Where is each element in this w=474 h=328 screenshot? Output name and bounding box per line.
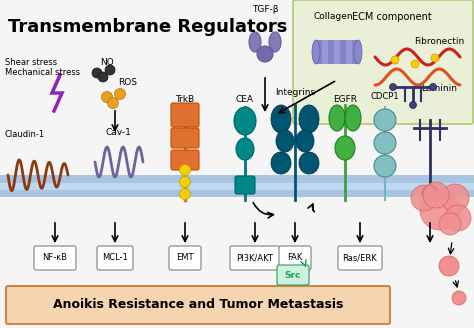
Ellipse shape [296, 130, 314, 152]
Circle shape [92, 68, 102, 78]
Ellipse shape [335, 136, 355, 160]
Text: ROS: ROS [118, 78, 137, 87]
FancyBboxPatch shape [293, 0, 473, 124]
Text: Claudin-1: Claudin-1 [5, 130, 45, 139]
Text: PI3K/AKT: PI3K/AKT [237, 254, 273, 262]
FancyBboxPatch shape [97, 246, 133, 270]
FancyBboxPatch shape [169, 246, 201, 270]
Text: Collagen: Collagen [314, 12, 354, 21]
FancyBboxPatch shape [328, 40, 334, 64]
Text: EGFR: EGFR [333, 95, 357, 104]
FancyBboxPatch shape [171, 103, 199, 127]
Text: CDCP1: CDCP1 [371, 92, 399, 101]
Circle shape [429, 84, 437, 91]
Circle shape [411, 60, 419, 68]
FancyBboxPatch shape [0, 183, 474, 190]
Text: NO: NO [100, 58, 114, 67]
Text: CEA: CEA [236, 95, 254, 104]
Ellipse shape [269, 32, 281, 52]
FancyBboxPatch shape [277, 265, 309, 285]
Ellipse shape [271, 105, 291, 133]
FancyBboxPatch shape [334, 40, 340, 64]
FancyBboxPatch shape [230, 246, 280, 270]
Text: EMT: EMT [176, 254, 194, 262]
Text: ECM component: ECM component [352, 12, 432, 22]
Ellipse shape [374, 155, 396, 177]
Circle shape [105, 65, 115, 75]
Circle shape [439, 213, 461, 235]
Circle shape [391, 56, 399, 64]
Ellipse shape [374, 132, 396, 154]
Ellipse shape [271, 152, 291, 174]
Ellipse shape [374, 109, 396, 131]
FancyBboxPatch shape [322, 40, 328, 64]
Text: TrkB: TrkB [175, 95, 194, 104]
FancyBboxPatch shape [316, 40, 322, 64]
FancyBboxPatch shape [171, 150, 199, 170]
Ellipse shape [249, 32, 261, 52]
Circle shape [115, 89, 126, 99]
Circle shape [98, 72, 108, 82]
Text: Fibronectin: Fibronectin [414, 37, 465, 46]
Circle shape [180, 165, 191, 175]
FancyBboxPatch shape [338, 246, 382, 270]
Circle shape [423, 182, 449, 208]
Ellipse shape [312, 40, 320, 64]
FancyBboxPatch shape [352, 40, 358, 64]
Ellipse shape [299, 152, 319, 174]
FancyBboxPatch shape [346, 40, 352, 64]
Circle shape [452, 291, 466, 305]
Circle shape [390, 84, 396, 91]
Circle shape [441, 184, 469, 212]
Circle shape [410, 101, 417, 109]
FancyBboxPatch shape [171, 128, 199, 148]
Circle shape [257, 46, 273, 62]
FancyBboxPatch shape [6, 286, 390, 324]
Text: Shear stress
Mechanical stress: Shear stress Mechanical stress [5, 58, 80, 77]
Ellipse shape [299, 105, 319, 133]
Circle shape [180, 189, 191, 199]
Circle shape [101, 92, 112, 102]
Text: TGF-β: TGF-β [252, 5, 278, 14]
Text: Cav-1: Cav-1 [105, 128, 131, 137]
Text: Transmembrane Regulators: Transmembrane Regulators [8, 18, 287, 36]
Circle shape [445, 205, 471, 231]
Circle shape [108, 97, 118, 109]
Ellipse shape [234, 107, 256, 135]
Text: Src: Src [285, 271, 301, 279]
FancyBboxPatch shape [0, 175, 474, 197]
FancyBboxPatch shape [279, 246, 311, 270]
Text: Ras/ERK: Ras/ERK [343, 254, 377, 262]
FancyBboxPatch shape [235, 176, 255, 194]
Circle shape [411, 185, 437, 211]
Circle shape [431, 54, 439, 62]
FancyBboxPatch shape [340, 40, 346, 64]
Ellipse shape [354, 40, 362, 64]
Text: Anoikis Resistance and Tumor Metastasis: Anoikis Resistance and Tumor Metastasis [53, 298, 343, 312]
Circle shape [422, 185, 438, 201]
Circle shape [420, 190, 460, 230]
Text: MCL-1: MCL-1 [102, 254, 128, 262]
Text: Laminin: Laminin [421, 84, 457, 93]
Text: Integrins: Integrins [275, 88, 315, 97]
Circle shape [439, 256, 459, 276]
Ellipse shape [345, 105, 361, 131]
Text: NF-κB: NF-κB [43, 254, 67, 262]
Ellipse shape [276, 130, 294, 152]
FancyBboxPatch shape [34, 246, 76, 270]
Ellipse shape [329, 105, 345, 131]
Circle shape [180, 176, 191, 188]
Ellipse shape [236, 138, 254, 160]
Text: FAK: FAK [287, 254, 303, 262]
